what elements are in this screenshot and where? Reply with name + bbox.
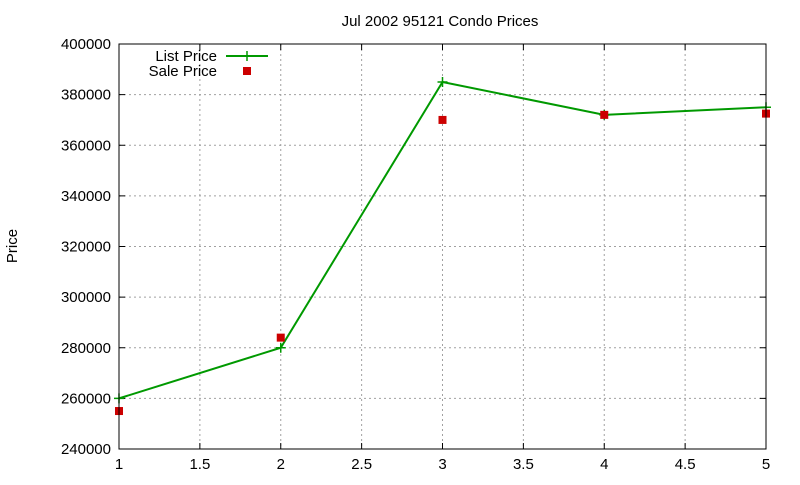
plot-border <box>118 43 767 450</box>
grid <box>119 44 766 449</box>
y-tick-label: 280000 <box>61 340 111 357</box>
legend-marker-list-price <box>242 51 252 61</box>
sale-price-point <box>276 333 285 342</box>
y-tick-label: 260000 <box>61 390 111 407</box>
x-tick-label: 2.5 <box>351 456 372 473</box>
axis-ticks: 1 1.5 2 2.5 3 3.5 4 4.5 5 240000 260000 280000 30000… <box>61 36 770 473</box>
sale-price-point <box>438 115 447 124</box>
y-tick-label: 340000 <box>61 188 111 205</box>
x-tick-label: 1 <box>115 456 123 473</box>
y-tick-label: 320000 <box>61 239 111 256</box>
x-tick-label: 2 <box>277 456 285 473</box>
x-tick-label: 1.5 <box>189 456 210 473</box>
x-tick-label: 3.5 <box>513 456 534 473</box>
list-price-point <box>437 76 448 87</box>
legend-swatch-sale-price <box>243 67 251 75</box>
y-axis-label: Price <box>4 229 21 263</box>
list-price-point <box>275 342 286 353</box>
y-tick-label: 360000 <box>61 137 111 154</box>
y-tick-label: 380000 <box>61 87 111 104</box>
sale-price-point <box>600 110 609 119</box>
y-tick-label: 240000 <box>61 441 111 458</box>
x-tick-label: 3 <box>438 456 446 473</box>
y-tick-label: 300000 <box>61 289 111 306</box>
legend-label-sale-price: Sale Price <box>149 63 217 80</box>
legend-label-list-price: List Price <box>155 48 217 65</box>
x-tick-label: 4 <box>600 456 608 473</box>
x-tick-label: 4.5 <box>675 456 696 473</box>
chart-title: Jul 2002 95121 Condo Prices <box>342 13 539 30</box>
y-tick-label: 400000 <box>61 36 111 53</box>
x-tick-label: 5 <box>762 456 770 473</box>
